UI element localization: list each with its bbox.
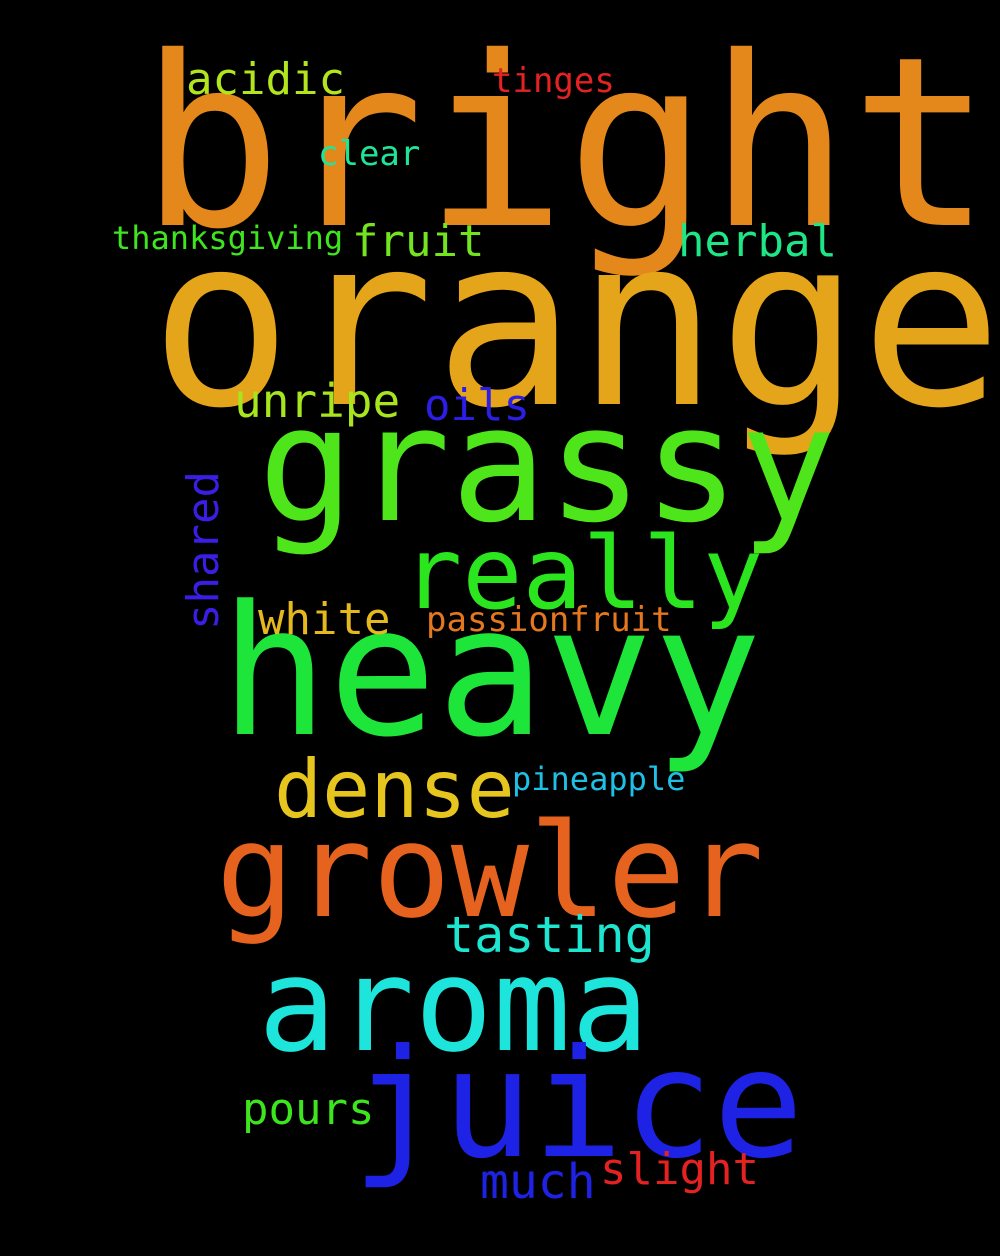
word-unripe: unripe xyxy=(234,378,400,424)
word-clear: clear xyxy=(318,137,420,171)
word-passionfruit: passionfruit xyxy=(426,603,672,637)
word-oils: oils xyxy=(424,384,530,428)
word-pours: pours xyxy=(242,1088,374,1132)
word-much: much xyxy=(480,1158,596,1206)
word-white: white xyxy=(258,598,390,642)
word-tasting: tasting xyxy=(444,910,655,960)
word-herbal: herbal xyxy=(678,220,837,264)
word-pineapple: pineapple xyxy=(512,763,685,795)
word-slight: slight xyxy=(600,1148,759,1192)
word-shared: shared xyxy=(182,471,226,630)
word-tinges: tinges xyxy=(492,64,615,98)
word-fruit: fruit xyxy=(352,220,484,264)
word-acidic: acidic xyxy=(186,58,345,102)
word-thanksgiving: thanksgiving xyxy=(112,222,343,254)
word-dense: dense xyxy=(274,750,515,830)
